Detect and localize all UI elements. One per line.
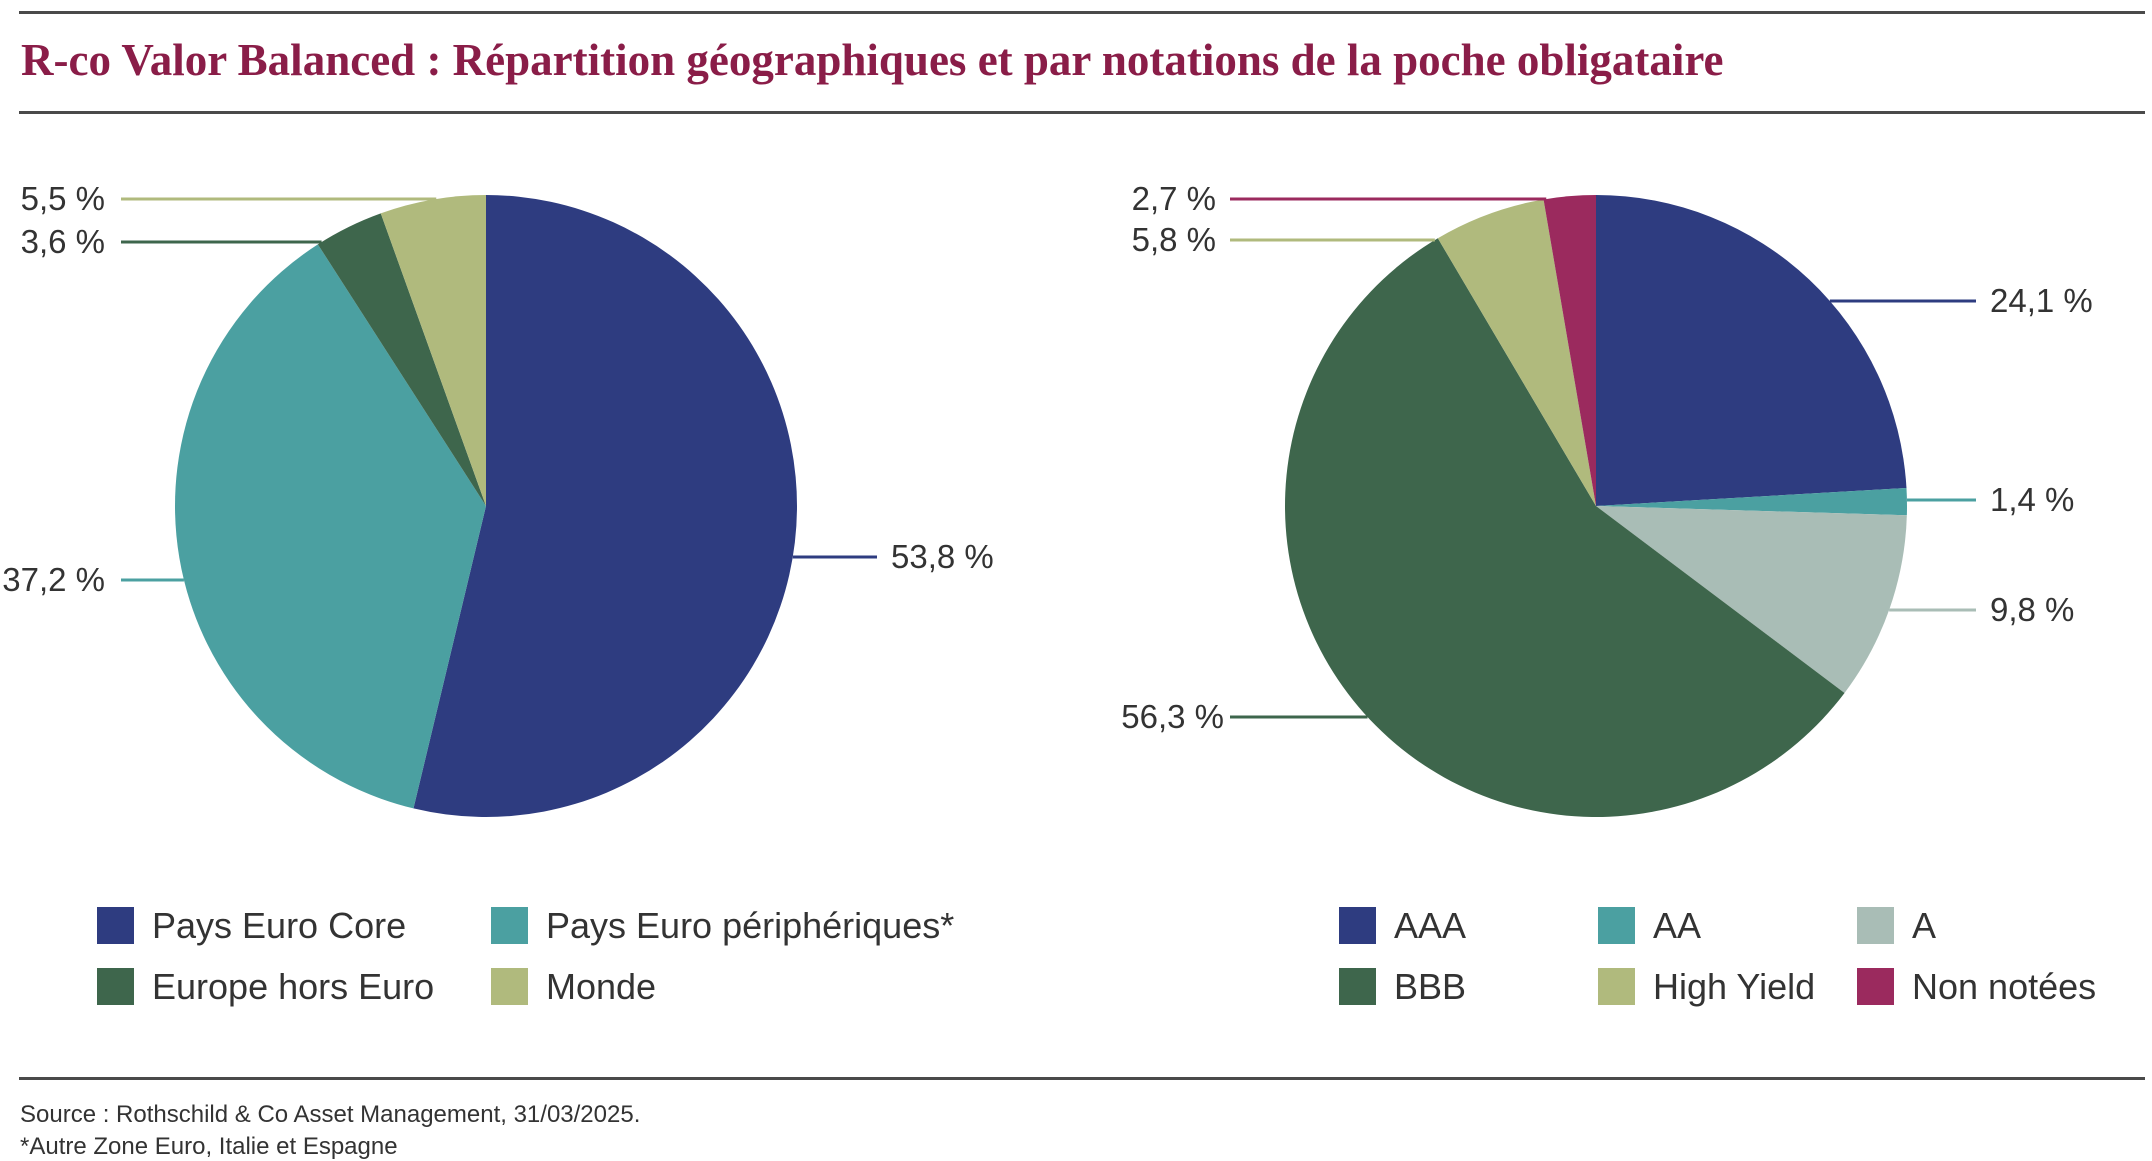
data-label-europe-hors-euro: 3,6 % [21, 223, 105, 260]
pie-slice-non-notees [1543, 195, 1596, 506]
legend-swatch-europe-hors-euro [97, 968, 134, 1005]
legend-label-monde: Monde [546, 966, 656, 1007]
legend-swatch-bbb [1339, 968, 1376, 1005]
legend-swatch-aa [1598, 907, 1635, 944]
pie-slice-europe-hors-euro [317, 213, 486, 506]
pie-slice-aaa [1596, 195, 1907, 506]
title-rule [19, 111, 2145, 114]
legend-label-non-notees: Non notées [1912, 966, 2096, 1007]
legend-label-bbb: BBB [1394, 966, 1466, 1007]
legend-label-europe-hors-euro: Europe hors Euro [152, 966, 434, 1007]
legend-swatch-pays-euro-peripheriques [491, 907, 528, 944]
pie-slice-monde [380, 195, 486, 506]
legend-label-pays-euro-peripheriques: Pays Euro périphériques* [546, 905, 954, 946]
legend-label-a: A [1912, 905, 1936, 946]
footnote: *Autre Zone Euro, Italie et Espagne [20, 1133, 398, 1160]
data-label-aa: 1,4 % [1990, 481, 2074, 518]
bottom-rule [19, 1077, 2145, 1080]
legend-swatch-high-yield [1598, 968, 1635, 1005]
pie-slice-high-yield [1437, 199, 1596, 507]
legend-label-aa: AA [1653, 905, 1701, 946]
pie-slice-aa [1596, 487, 1908, 516]
data-label-monde: 5,5 % [21, 180, 105, 217]
source-note: Source : Rothschild & Co Asset Managemen… [20, 1101, 641, 1128]
data-label-high-yield: 5,8 % [1132, 221, 1216, 258]
pie-slice-bbb [1284, 238, 1845, 818]
data-label-non-notees: 2,7 % [1132, 180, 1216, 217]
pie-slice-pays-euro-core [413, 195, 798, 817]
legend-label-pays-euro-core: Pays Euro Core [152, 905, 406, 946]
pie-chart-geography: 53,8 % 37,2 % 3,6 % 5,5 % Pays Euro Core Pays… [2, 180, 994, 1007]
legend-label-high-yield: High Yield [1653, 966, 1815, 1007]
pie-slice-pays-euro-peripheriques [175, 244, 486, 809]
pie-chart-ratings: 24,1 %1,4 %9,8 %56,3 %5,8 %2,7 %AAA AA ABB… [1121, 180, 2096, 1007]
data-label-aaa: 24,1 % [1990, 282, 2093, 319]
data-label-a: 9,8 % [1990, 591, 2074, 628]
data-label-pays-euro-peripheriques: 37,2 % [2, 561, 105, 598]
top-rule [19, 11, 2145, 14]
page-title: R-co Valor Balanced : Répartition géogra… [21, 35, 1724, 85]
legend-label-aaa: AAA [1394, 905, 1466, 946]
legend-swatch-non-notees [1857, 968, 1894, 1005]
data-label-bbb: 56,3 % [1121, 698, 1224, 735]
legend-swatch-aaa [1339, 907, 1376, 944]
legend-swatch-a [1857, 907, 1894, 944]
legend-swatch-pays-euro-core [97, 907, 134, 944]
pie-slice-a [1596, 506, 1907, 693]
legend-swatch-monde [491, 968, 528, 1005]
data-label-pays-euro-core: 53,8 % [891, 538, 994, 575]
